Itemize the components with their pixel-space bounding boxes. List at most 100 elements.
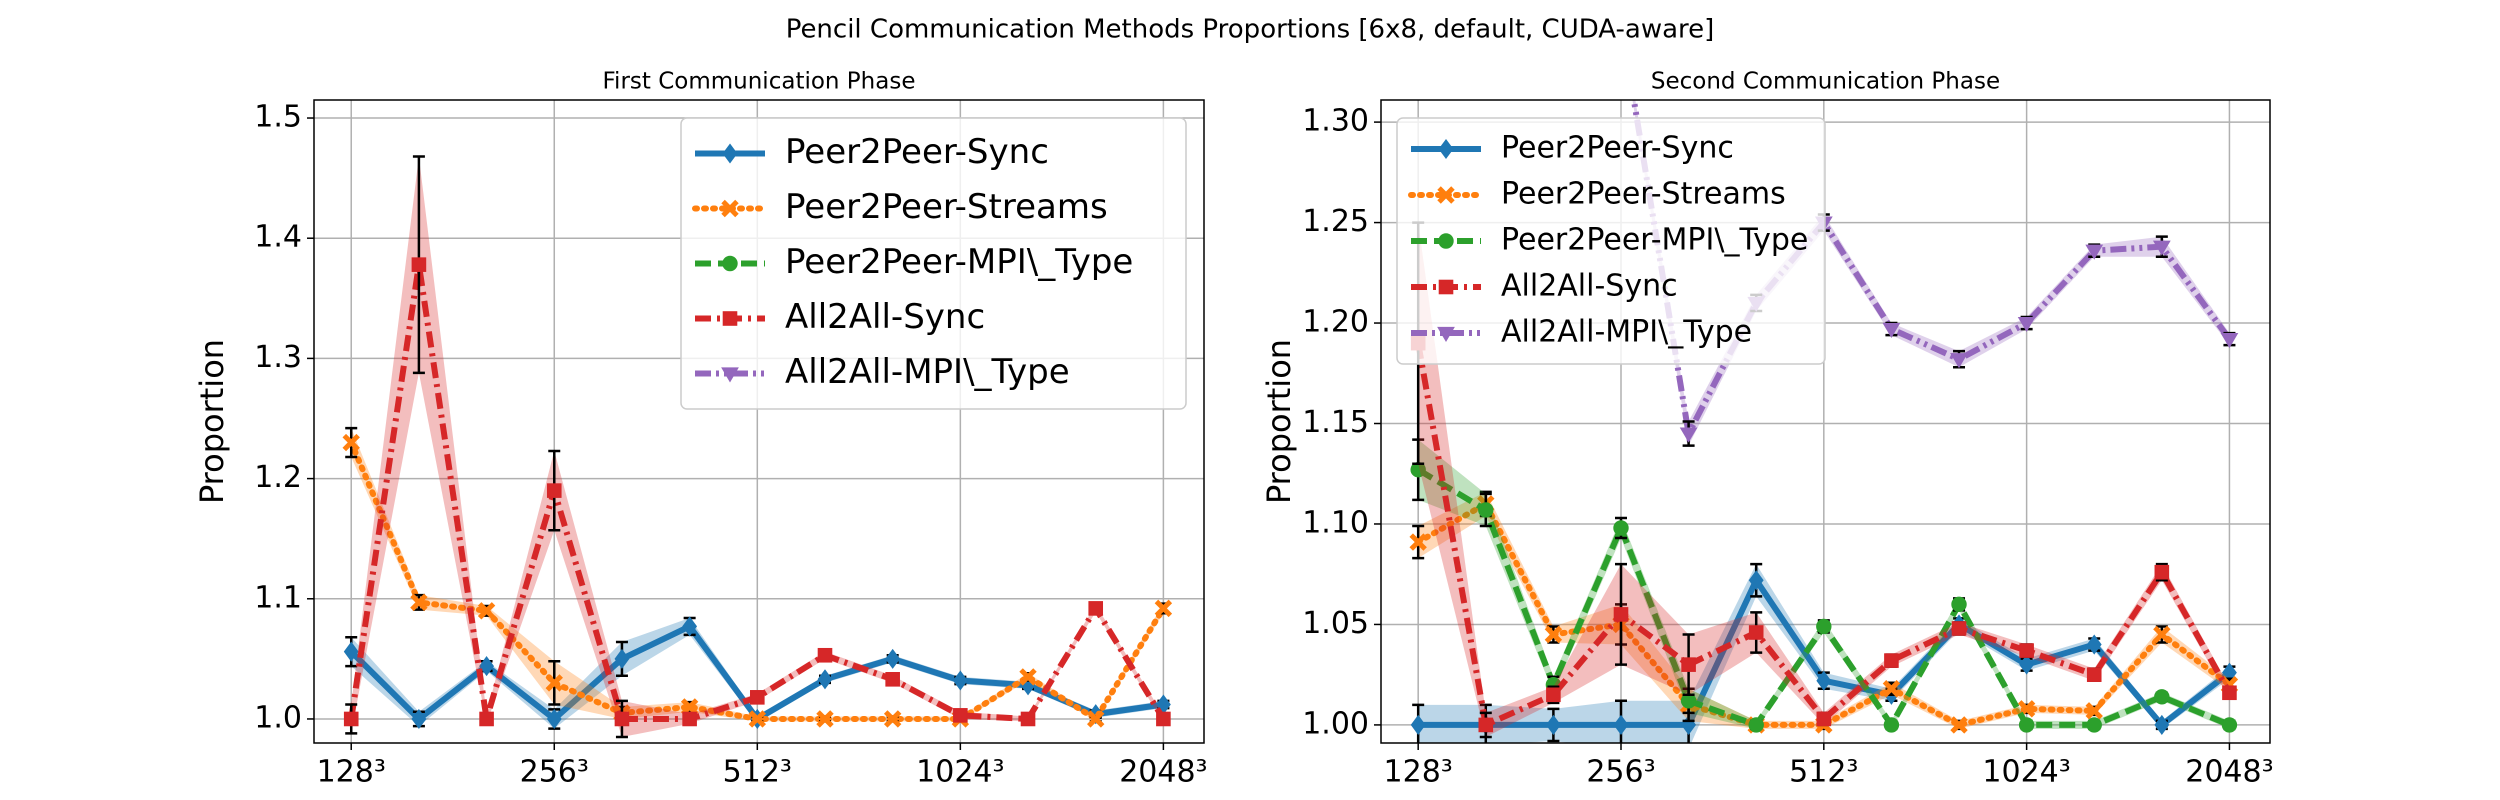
marker (479, 656, 495, 677)
legend-label: Peer2Peer-Sync (1501, 131, 1734, 166)
legend-label: Peer2Peer-Streams (1501, 177, 1786, 212)
marker (1437, 326, 1455, 342)
marker (614, 711, 630, 727)
marker (1544, 625, 1563, 644)
marker (546, 708, 562, 730)
marker (750, 690, 765, 705)
marker (343, 641, 359, 662)
x-tick-label: 512³ (723, 755, 792, 790)
axes-frame (1380, 99, 2271, 744)
x-tick-label: 128³ (1384, 755, 1453, 790)
x-tick-label: 2048³ (2185, 755, 2273, 790)
marker (1545, 76, 1561, 90)
marker (1087, 710, 1105, 728)
marker (614, 648, 630, 669)
marker (885, 672, 900, 687)
y-tick-label: 1.00 (1302, 706, 1369, 741)
y-tick-label: 1.10 (1302, 505, 1369, 540)
marker (953, 708, 968, 723)
marker (1410, 714, 1426, 735)
marker (2086, 717, 2102, 733)
marker (885, 648, 901, 669)
marker (2221, 717, 2238, 733)
legend-label: All2All-MPI\_Type (785, 352, 1070, 392)
marker (722, 143, 738, 164)
marker (1613, 714, 1629, 735)
y-tick-label: 1.20 (1302, 305, 1369, 340)
marker (2152, 240, 2171, 256)
marker (1884, 653, 1899, 668)
x-tick-label: 512³ (1789, 755, 1858, 790)
plot-area (342, 155, 1173, 739)
marker (2220, 333, 2239, 349)
marker (1478, 502, 1494, 518)
marker (342, 433, 360, 452)
marker (1613, 607, 1629, 622)
legend-label: Peer2Peer-Sync (785, 132, 1049, 172)
error-bar (1547, 74, 1559, 90)
marker (477, 602, 496, 620)
marker (883, 710, 902, 728)
marker (1019, 668, 1037, 686)
marker (817, 669, 833, 690)
y-tick-label: 1.15 (1302, 405, 1369, 440)
marker (1438, 233, 1454, 249)
marker (1088, 601, 1104, 616)
marker (1816, 618, 1832, 635)
legend-label: Peer2Peer-MPI\_Type (785, 242, 1133, 282)
marker (1438, 279, 1454, 295)
marker (1951, 621, 1967, 636)
legend-label: Peer2Peer-Streams (785, 187, 1108, 227)
x-tick-label: 1024³ (916, 755, 1004, 790)
marker (1154, 599, 1173, 618)
legend-label: All2All-Sync (1501, 269, 1678, 304)
marker (682, 616, 698, 637)
y-tick-label: 1.1 (254, 580, 302, 615)
plot-area (1409, 74, 2239, 743)
y-tick-label: 1.25 (1302, 204, 1369, 239)
marker (410, 593, 428, 612)
subplot-title: Second Communication Phase (1651, 69, 2000, 95)
y-tick-label: 1.30 (1302, 104, 1369, 139)
marker (1156, 711, 1171, 727)
marker (479, 711, 494, 727)
marker (2154, 564, 2170, 580)
marker (1951, 596, 1967, 613)
marker (1882, 680, 1901, 698)
marker (2153, 625, 2171, 644)
marker (952, 670, 968, 691)
marker (2085, 244, 2104, 260)
marker (2085, 702, 2103, 720)
x-tick-label: 128³ (317, 755, 386, 790)
x-tick-label: 256³ (520, 755, 589, 790)
subplot: Second Communication Phase Proportion 1.00… (1260, 69, 2274, 790)
axes-frame (313, 99, 1205, 744)
legend-box (680, 117, 1187, 410)
marker (680, 698, 699, 716)
marker (1748, 570, 1764, 591)
marker (1438, 138, 1454, 160)
marker (2017, 316, 2036, 333)
marker (343, 711, 359, 727)
marker (721, 199, 739, 218)
x-tick-label: 256³ (1586, 755, 1655, 790)
marker (2086, 634, 2102, 655)
marker (682, 711, 697, 727)
marker (1679, 427, 1698, 443)
marker (817, 647, 833, 663)
marker (816, 710, 834, 728)
marker (1020, 711, 1036, 727)
legend-label: All2All-Sync (785, 297, 985, 337)
y-axis-label: Proportion (1260, 339, 1298, 504)
legend-label: All2All-MPI\_Type (1501, 315, 1752, 350)
y-tick-label: 1.05 (1302, 606, 1369, 641)
marker (1409, 533, 1427, 551)
y-axis-label: Proportion (193, 339, 231, 504)
y-tick-label: 1.3 (254, 340, 302, 375)
marker (1546, 687, 1561, 703)
marker (2154, 689, 2170, 705)
marker (1950, 716, 1968, 734)
marker (2019, 643, 2034, 658)
marker (2154, 714, 2170, 735)
marker (2222, 685, 2237, 701)
